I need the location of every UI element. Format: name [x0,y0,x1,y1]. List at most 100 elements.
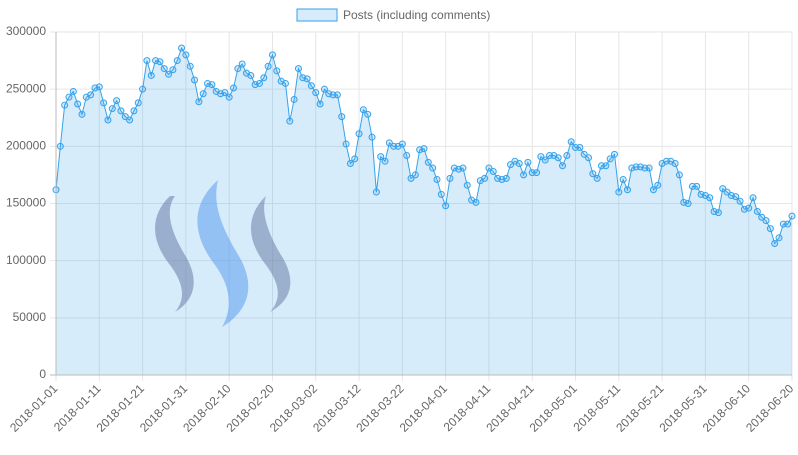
point [338,113,346,121]
point [69,87,77,95]
point [372,188,380,196]
point [788,212,796,220]
point [429,164,437,172]
point [147,71,155,79]
point [645,164,653,172]
point [273,67,281,75]
point [433,175,441,183]
point [130,107,138,115]
point [100,99,108,107]
point [775,234,783,242]
point [619,175,627,183]
point [714,209,722,217]
y-tick-label: 0 [39,367,46,381]
point [675,171,683,179]
point [104,116,112,124]
point [576,143,584,151]
point [316,100,324,108]
point [95,83,103,91]
point [208,81,216,89]
point [286,117,294,125]
point [139,85,147,93]
point [762,217,770,225]
point [381,157,389,165]
point [684,200,692,207]
point [312,89,320,97]
point [602,162,610,170]
point [446,174,454,182]
point [359,106,367,114]
point [533,169,541,177]
point [377,153,385,161]
point [489,167,497,175]
point [463,181,471,189]
point [221,89,229,97]
point [784,220,792,228]
point [156,58,164,66]
point [281,79,289,87]
point [260,74,268,82]
point [520,171,528,179]
point [87,91,95,99]
point [563,151,571,159]
point [346,159,354,167]
point [56,142,64,150]
point [234,65,242,73]
point [554,154,562,162]
point [117,107,125,115]
point [606,155,614,163]
point [771,240,779,248]
point [307,82,315,90]
y-tick-label: 100000 [6,253,46,267]
point [398,140,406,148]
point [502,174,510,182]
point [333,91,341,99]
point [593,174,601,182]
point [567,138,575,146]
point [165,70,173,78]
point [230,84,238,92]
point [351,155,359,163]
point [364,110,372,118]
point [268,51,276,59]
point [178,44,186,52]
point [610,150,618,158]
point [693,182,701,190]
point [290,95,298,103]
point [481,174,489,182]
point [589,170,597,178]
point [706,194,714,202]
point [732,193,740,201]
point [368,133,376,141]
point [294,65,302,73]
point [303,75,311,83]
point [411,171,419,179]
point [745,204,753,212]
point [143,57,151,65]
point [186,62,194,70]
point [65,93,73,101]
point [424,158,432,166]
point [195,98,203,106]
point [654,181,662,189]
y-tick-label: 300000 [6,24,46,38]
point [623,186,631,194]
point [649,186,657,194]
point [559,162,567,170]
legend-swatch [296,8,338,22]
point [134,99,142,107]
point [403,151,411,159]
point [736,197,744,205]
point [420,145,428,153]
point [126,116,134,124]
point [199,90,207,98]
y-tick-label: 150000 [6,196,46,210]
point [355,130,363,138]
point [541,156,549,164]
point [342,140,350,148]
point [78,110,86,118]
point [749,194,757,202]
point [225,93,233,101]
point [160,65,168,73]
